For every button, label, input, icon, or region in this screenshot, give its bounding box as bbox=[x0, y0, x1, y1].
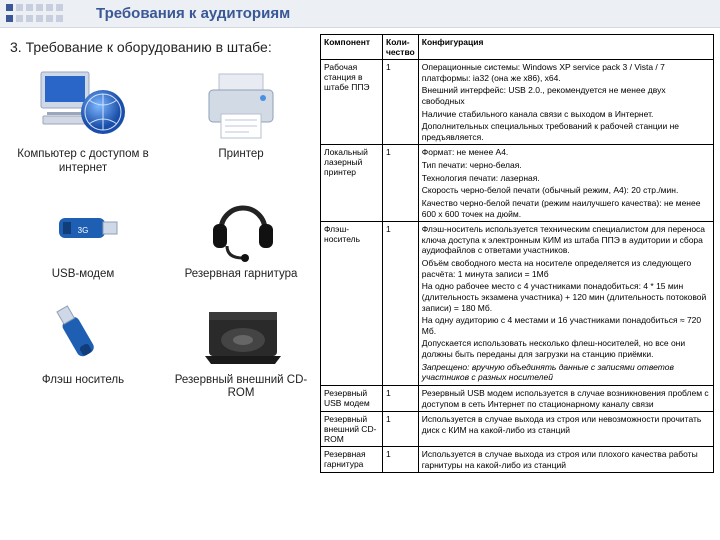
table-row: Резервная гарнитура1Используется в случа… bbox=[321, 447, 714, 473]
table-row: Флэш-носитель1Флэш-носитель используется… bbox=[321, 222, 714, 386]
cell-component: Резервный USB модем bbox=[321, 385, 383, 411]
table-row: Рабочая станция в штабе ППЭ1Операционные… bbox=[321, 60, 714, 145]
requirements-table: Компонент Коли-чество Конфигурация Рабоч… bbox=[320, 34, 714, 473]
device-item: Резервная гарнитура bbox=[168, 184, 314, 282]
section-heading: 3. Требование к оборудованию в штабе: bbox=[10, 38, 314, 56]
table-row: Локальный лазерный принтер1Формат: не ме… bbox=[321, 145, 714, 222]
cell-qty: 1 bbox=[383, 222, 419, 386]
computer-internet-icon bbox=[33, 64, 133, 146]
cell-config: Используется в случае выхода из строя ил… bbox=[418, 447, 713, 473]
left-panel: 3. Требование к оборудованию в штабе: Ко… bbox=[0, 28, 320, 540]
device-item: Резервный внешний CD-ROM bbox=[168, 290, 314, 402]
header-dots bbox=[6, 4, 66, 24]
cell-component: Рабочая станция в штабе ППЭ bbox=[321, 60, 383, 145]
device-item: Флэш носитель bbox=[10, 290, 156, 402]
cell-qty: 1 bbox=[383, 60, 419, 145]
device-label: Принтер bbox=[218, 148, 263, 162]
device-item: Принтер bbox=[168, 64, 314, 176]
table-body: Рабочая станция в штабе ППЭ1Операционные… bbox=[321, 60, 714, 473]
devices-grid: Компьютер с доступом в интернет Принтер 3G… bbox=[10, 64, 314, 401]
cell-component: Резервный внешний CD-ROM bbox=[321, 412, 383, 447]
header-title: Требования к аудиториям bbox=[96, 5, 290, 22]
cell-config: Флэш-носитель используется техническим с… bbox=[418, 222, 713, 386]
flash-drive-icon bbox=[33, 290, 133, 372]
th-component: Компонент bbox=[321, 35, 383, 60]
cell-qty: 1 bbox=[383, 145, 419, 222]
cell-qty: 1 bbox=[383, 385, 419, 411]
device-item: 3G USB-модем bbox=[10, 184, 156, 282]
right-panel: Компонент Коли-чество Конфигурация Рабоч… bbox=[320, 28, 720, 540]
header: Требования к аудиториям bbox=[0, 0, 720, 28]
cell-config: Используется в случае выхода из строя ил… bbox=[418, 412, 713, 447]
usb-modem-icon: 3G bbox=[33, 184, 133, 266]
table-row: Резервный USB модем1Резервный USB модем … bbox=[321, 385, 714, 411]
device-label: Компьютер с доступом в интернет bbox=[10, 148, 156, 176]
cell-component: Флэш-носитель bbox=[321, 222, 383, 386]
printer-icon bbox=[191, 64, 291, 146]
cell-component: Локальный лазерный принтер bbox=[321, 145, 383, 222]
th-qty: Коли-чество bbox=[383, 35, 419, 60]
svg-text:3G: 3G bbox=[78, 226, 89, 235]
table-row: Резервный внешний CD-ROM1Используется в … bbox=[321, 412, 714, 447]
device-label: Резервная гарнитура bbox=[185, 268, 298, 282]
cell-config: Формат: не менее А4.Тип печати: черно-бе… bbox=[418, 145, 713, 222]
th-config: Конфигурация bbox=[418, 35, 713, 60]
cell-qty: 1 bbox=[383, 447, 419, 473]
cell-component: Резервная гарнитура bbox=[321, 447, 383, 473]
device-label: Флэш носитель bbox=[42, 374, 124, 388]
cdrom-icon bbox=[191, 290, 291, 372]
headset-icon bbox=[191, 184, 291, 266]
cell-config: Операционные системы: Windows XP service… bbox=[418, 60, 713, 145]
device-label: Резервный внешний CD-ROM bbox=[168, 374, 314, 402]
cell-config: Резервный USB модем используется в случа… bbox=[418, 385, 713, 411]
device-item: Компьютер с доступом в интернет bbox=[10, 64, 156, 176]
device-label: USB-модем bbox=[52, 268, 115, 282]
cell-qty: 1 bbox=[383, 412, 419, 447]
